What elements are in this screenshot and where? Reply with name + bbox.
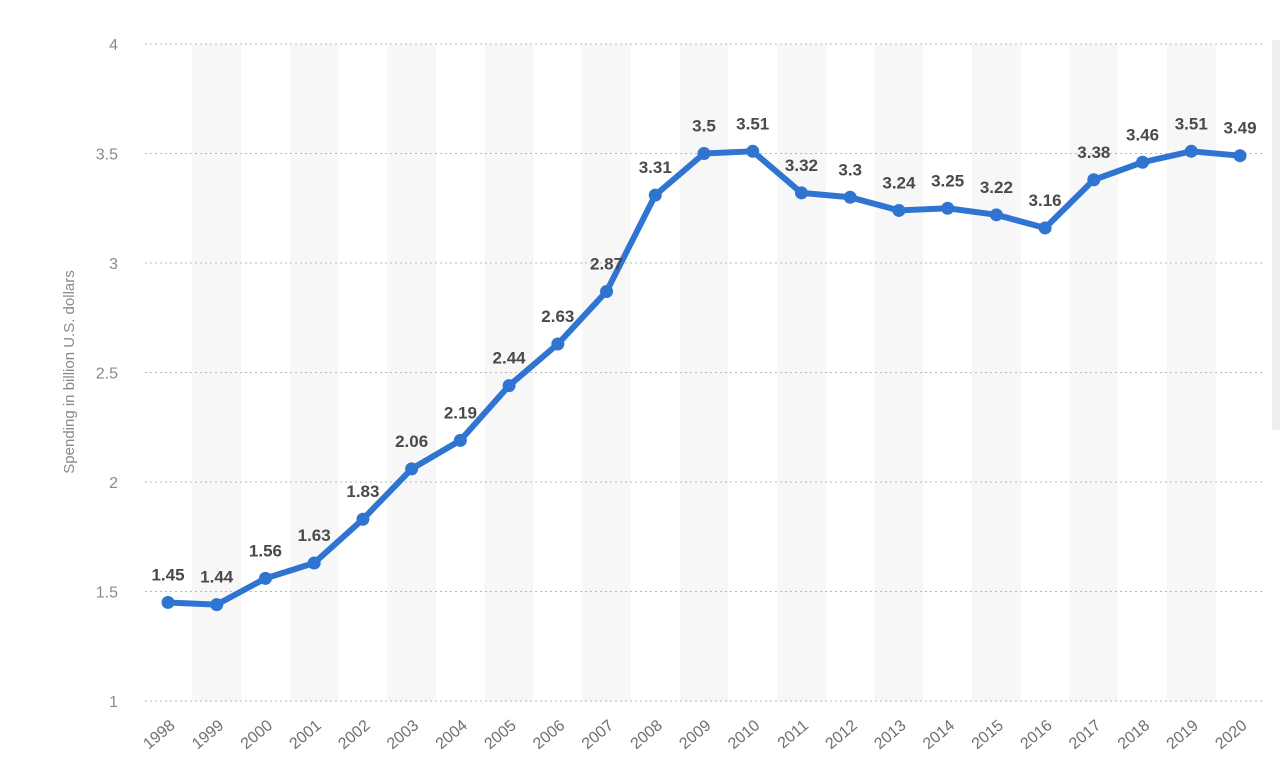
data-point bbox=[307, 556, 321, 570]
x-tick-label: 2017 bbox=[1066, 717, 1104, 753]
x-tick-label: 2008 bbox=[628, 717, 666, 753]
x-tick-label: 2015 bbox=[969, 717, 1007, 753]
x-tick-label: 2000 bbox=[238, 717, 276, 753]
data-point bbox=[1038, 221, 1052, 235]
x-tick-label: 2013 bbox=[871, 717, 909, 753]
x-axis-ticks: 1998 1999 2000 2001 2002 2003 2004 2005 2006 2007… bbox=[140, 717, 1250, 753]
data-point bbox=[648, 188, 662, 202]
x-tick-label: 2007 bbox=[579, 717, 617, 753]
data-point bbox=[746, 144, 760, 158]
x-tick-label: 2020 bbox=[1212, 717, 1250, 753]
data-label: 1.63 bbox=[298, 526, 331, 545]
data-label: 3.32 bbox=[785, 156, 818, 175]
x-tick-label: 2019 bbox=[1164, 717, 1202, 753]
data-point bbox=[405, 462, 419, 476]
data-point bbox=[989, 208, 1003, 222]
x-tick-label: 2010 bbox=[725, 717, 763, 753]
data-label: 1.83 bbox=[346, 482, 379, 501]
y-tick-label: 1.5 bbox=[96, 585, 118, 602]
x-tick-label: 2004 bbox=[433, 717, 471, 753]
data-label: 3.49 bbox=[1223, 119, 1256, 138]
x-tick-label: 2006 bbox=[530, 717, 568, 753]
data-point bbox=[892, 203, 906, 217]
data-point bbox=[1087, 173, 1101, 187]
data-label: 3.3 bbox=[838, 160, 862, 179]
data-label: 3.16 bbox=[1029, 191, 1062, 210]
x-tick-label: 2003 bbox=[384, 717, 422, 753]
x-tick-label: 1998 bbox=[140, 717, 178, 753]
data-label: 2.87 bbox=[590, 254, 623, 273]
data-point bbox=[210, 598, 224, 612]
data-label: 2.19 bbox=[444, 403, 477, 422]
y-tick-label: 2 bbox=[109, 475, 118, 492]
data-label: 1.45 bbox=[151, 565, 184, 584]
data-label: 3.5 bbox=[692, 117, 716, 136]
x-tick-label: 2005 bbox=[481, 717, 519, 753]
data-point bbox=[697, 147, 711, 160]
data-label: 2.63 bbox=[541, 307, 574, 326]
x-tick-label: 2011 bbox=[775, 717, 812, 752]
data-point bbox=[551, 337, 565, 351]
x-tick-label: 2018 bbox=[1115, 717, 1153, 753]
data-label: 3.51 bbox=[1175, 114, 1208, 133]
data-point bbox=[161, 595, 175, 609]
x-tick-label: 2016 bbox=[1017, 717, 1055, 753]
data-point bbox=[453, 433, 467, 447]
data-label: 3.31 bbox=[639, 158, 672, 177]
data-points bbox=[161, 144, 1247, 612]
data-point bbox=[1184, 144, 1198, 158]
y-tick-label: 2.5 bbox=[96, 366, 118, 383]
data-label: 2.06 bbox=[395, 432, 428, 451]
y-axis-ticks: 1 1.5 2 2.5 3 3.5 4 bbox=[96, 37, 118, 711]
data-label: 1.56 bbox=[249, 541, 282, 560]
y-tick-label: 4 bbox=[109, 37, 118, 54]
data-label: 3.25 bbox=[931, 171, 964, 190]
x-tick-label: 2002 bbox=[335, 717, 373, 753]
data-point bbox=[258, 571, 272, 585]
data-point bbox=[1136, 155, 1150, 169]
x-tick-label: 2012 bbox=[823, 717, 861, 753]
x-tick-label: 2009 bbox=[676, 717, 714, 753]
data-point bbox=[941, 201, 955, 215]
data-label: 3.22 bbox=[980, 178, 1013, 197]
data-label: 3.46 bbox=[1126, 125, 1159, 144]
data-point bbox=[843, 190, 857, 204]
data-point bbox=[600, 284, 614, 298]
y-axis-label: Spending in billion U.S. dollars bbox=[61, 270, 78, 473]
data-point bbox=[794, 186, 808, 200]
data-label: 3.24 bbox=[882, 173, 916, 192]
data-label: 3.38 bbox=[1077, 143, 1110, 162]
data-point bbox=[356, 512, 370, 526]
right-edge-shadow bbox=[1272, 40, 1280, 430]
x-tick-label: 2014 bbox=[920, 717, 958, 753]
x-tick-label: 2001 bbox=[287, 717, 325, 753]
x-tick-label: 1999 bbox=[189, 717, 227, 753]
data-label: 2.44 bbox=[493, 349, 527, 368]
y-tick-label: 3.5 bbox=[96, 147, 118, 164]
data-point bbox=[1233, 149, 1247, 163]
data-labels: 1.45 1.44 1.56 1.63 1.83 2.06 2.19 2.44 2.63 2.87… bbox=[151, 114, 1256, 586]
y-tick-label: 1 bbox=[109, 694, 118, 711]
y-tick-label: 3 bbox=[109, 256, 118, 273]
data-label: 1.44 bbox=[200, 568, 234, 587]
data-point bbox=[502, 379, 516, 393]
data-label: 3.51 bbox=[736, 114, 769, 133]
